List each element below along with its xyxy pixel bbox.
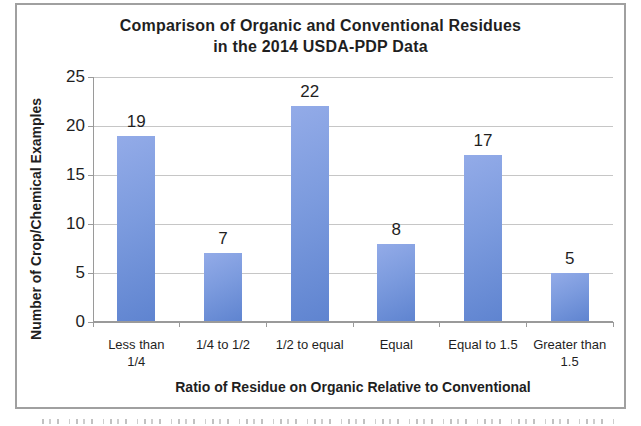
- bar: [117, 136, 155, 321]
- bar: [291, 106, 329, 321]
- bar: [464, 155, 502, 321]
- bar-value-label: 5: [540, 249, 600, 269]
- gridline: [94, 175, 613, 176]
- gridline: [94, 224, 613, 225]
- plot-area: 051015202519Less than 1/471/4 to 1/2221/…: [93, 77, 613, 322]
- chart-title: Comparison of Organic and Conventional R…: [17, 5, 624, 57]
- x-tick-mark: [613, 322, 614, 327]
- bar: [377, 244, 415, 321]
- x-category-label: Equal: [353, 336, 440, 353]
- x-category-label: Less than 1/4: [93, 336, 180, 370]
- bar-value-label: 7: [193, 229, 253, 249]
- y-tick-label: 5: [45, 263, 85, 283]
- bar-value-label: 17: [453, 131, 513, 151]
- chart-title-line1: Comparison of Organic and Conventional R…: [17, 15, 624, 36]
- x-tick-mark: [179, 322, 180, 327]
- x-tick-mark: [93, 322, 94, 327]
- y-tick-label: 10: [45, 214, 85, 234]
- x-category-label: Equal to 1.5: [440, 336, 527, 353]
- gridline: [94, 126, 613, 127]
- y-tick-label: 15: [45, 165, 85, 185]
- x-axis-title: Ratio of Residue on Organic Relative to …: [93, 379, 613, 395]
- bar-value-label: 22: [280, 82, 340, 102]
- x-category-label: 1/2 to equal: [266, 336, 353, 353]
- chart-title-line2: in the 2014 USDA-PDP Data: [17, 36, 624, 57]
- bar: [551, 273, 589, 321]
- x-tick-mark: [266, 322, 267, 327]
- x-category-label: Greater than 1.5: [526, 336, 613, 370]
- chart-image: Comparison of Organic and Conventional R…: [0, 0, 641, 426]
- x-tick-mark: [353, 322, 354, 327]
- gridline: [94, 77, 613, 78]
- bar-value-label: 19: [106, 112, 166, 132]
- x-tick-mark: [439, 322, 440, 327]
- gridline: [94, 273, 613, 274]
- bar-value-label: 8: [366, 220, 426, 240]
- x-category-label: 1/4 to 1/2: [180, 336, 267, 353]
- y-tick-label: 20: [45, 116, 85, 136]
- y-tick-label: 25: [45, 67, 85, 87]
- y-axis-title: Number of Crop/Chemical Examples: [28, 98, 44, 340]
- chart-frame: Comparison of Organic and Conventional R…: [15, 3, 626, 409]
- y-tick-label: 0: [45, 312, 85, 332]
- x-tick-mark: [526, 322, 527, 327]
- y-axis-line: [93, 77, 94, 322]
- bar: [204, 253, 242, 321]
- clipped-caption-remnant: [42, 419, 615, 424]
